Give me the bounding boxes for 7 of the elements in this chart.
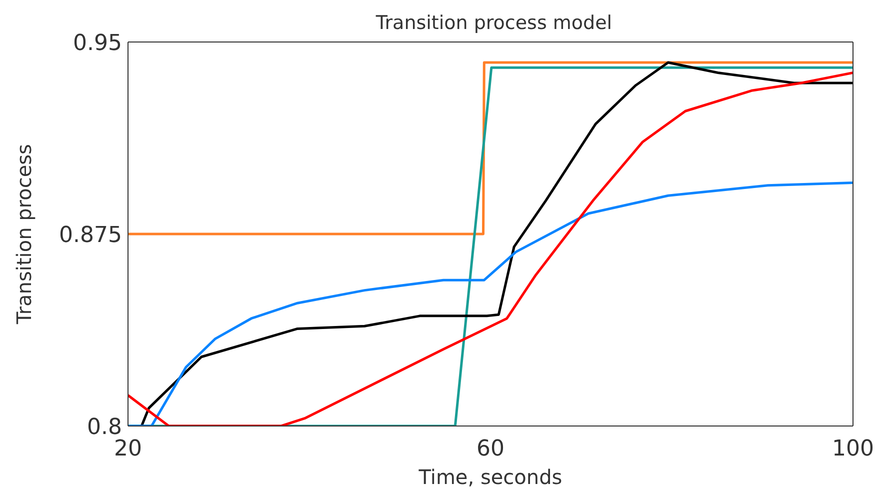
x-tick-label: 100	[832, 436, 874, 462]
y-tick-label: 0.875	[59, 222, 122, 248]
chart-title: Transition process model	[374, 12, 614, 34]
x-axis-title: Time, seconds	[418, 465, 562, 489]
y-axis-title: Transition process	[12, 144, 36, 325]
x-tick-label: 60	[476, 436, 504, 462]
y-tick-label: 0.95	[73, 30, 122, 56]
